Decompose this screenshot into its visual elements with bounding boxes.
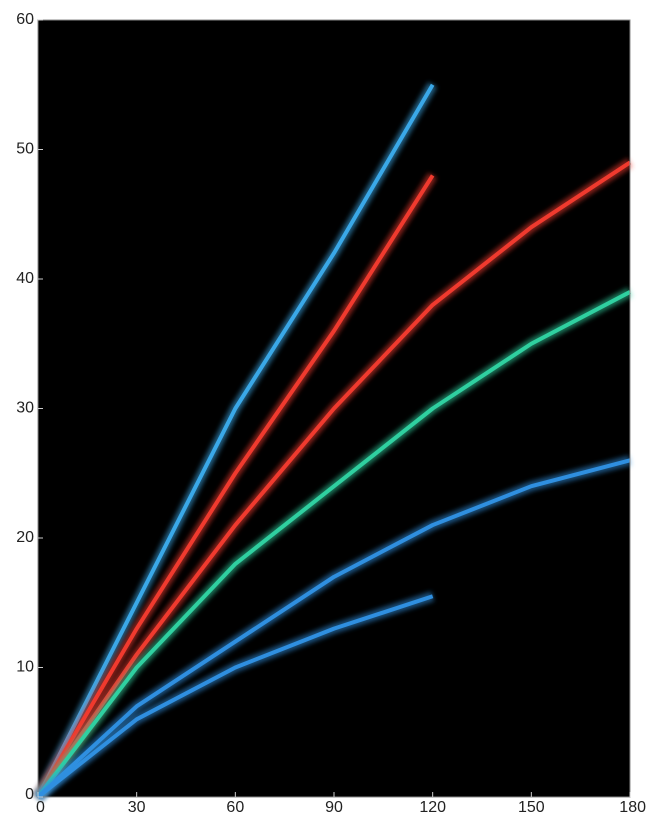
x-tick-label: 30 [128, 799, 146, 816]
y-tick-label: 0 [25, 786, 34, 803]
series-line [36, 174, 435, 799]
x-tick-label: 90 [325, 799, 343, 816]
series-line [36, 83, 435, 798]
y-tick-label: 30 [16, 400, 34, 417]
series-line [36, 594, 434, 799]
series-line [36, 290, 631, 799]
x-tick-label: 120 [419, 799, 446, 816]
x-tick-label: 180 [619, 799, 646, 816]
y-tick-label: 40 [16, 270, 34, 287]
y-tick-label: 20 [16, 529, 34, 546]
series-line [36, 458, 631, 799]
y-tick-label: 10 [16, 659, 34, 676]
y-tick-label: 50 [16, 141, 34, 158]
x-tick-label: 150 [518, 799, 545, 816]
x-tick-label: 0 [36, 799, 45, 816]
x-tick-label: 60 [226, 799, 244, 816]
y-tick-label: 60 [16, 11, 34, 28]
series-line [36, 160, 632, 799]
